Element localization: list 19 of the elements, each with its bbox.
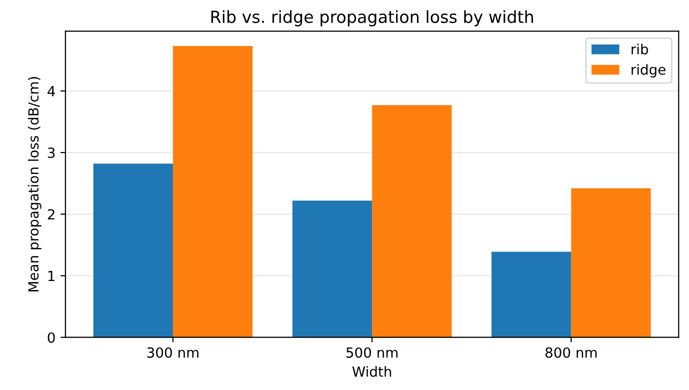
y-axis-title: Mean propagation loss (dB/cm): [28, 77, 42, 292]
y-tick-label: 0: [48, 332, 55, 343]
x-axis-title: Width: [352, 366, 392, 377]
chart-title: Rib vs. ridge propagation loss by width: [211, 10, 533, 26]
x-tick-label: 800 nm: [545, 347, 597, 358]
bar: [292, 200, 372, 338]
legend-label: ridge: [632, 64, 666, 78]
bar: [172, 46, 253, 338]
x-tick-label: 500 nm: [346, 347, 398, 358]
bar: [93, 164, 173, 338]
y-tick-label: 3: [48, 148, 55, 158]
x-tick-label: 300 nm: [147, 347, 198, 358]
bar: [372, 105, 452, 338]
bar: [492, 252, 572, 338]
legend-label: rib: [632, 44, 648, 54]
bar: [571, 188, 651, 338]
y-tick-label: 2: [48, 209, 54, 220]
y-tick-label: 1: [48, 270, 54, 282]
y-tick-label: 4: [48, 86, 55, 96]
